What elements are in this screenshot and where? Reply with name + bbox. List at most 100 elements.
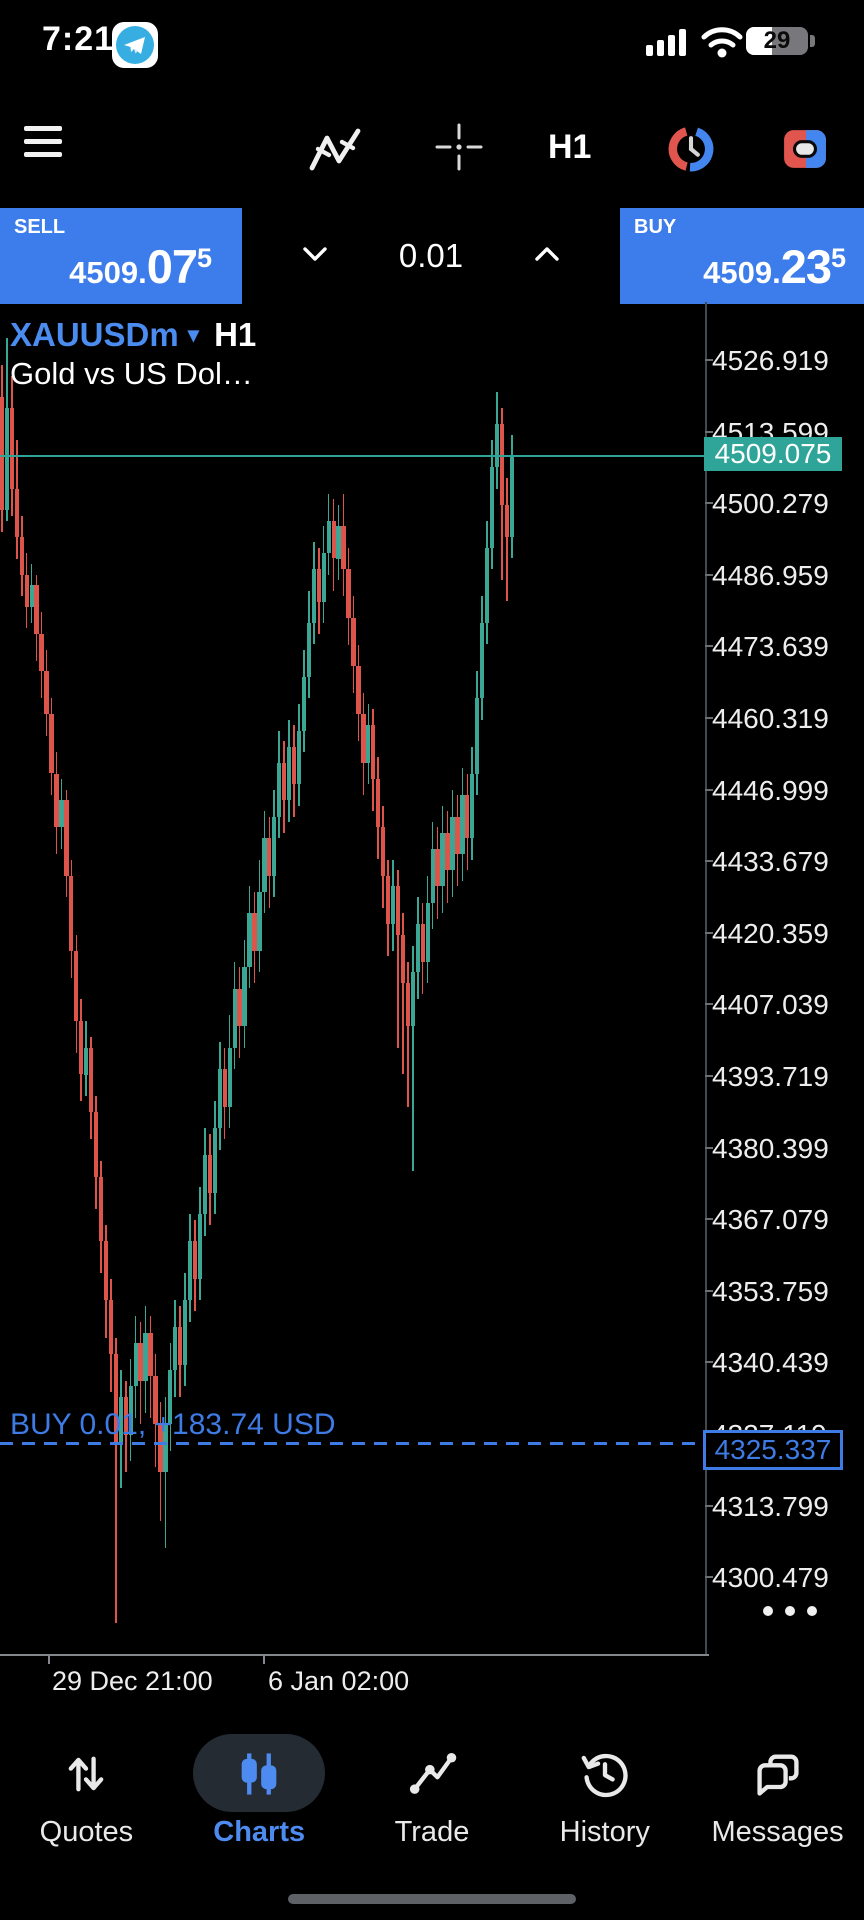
tab-messages[interactable]: Messages [691,1728,864,1868]
tab-charts[interactable]: Charts [173,1728,346,1868]
price-tick [705,359,713,361]
candle-body [93,1112,99,1177]
candle-body [29,585,34,607]
status-time: 7:21 [42,20,115,58]
candle-body [133,1343,138,1387]
buy-price: 4509. [703,255,781,290]
candle-body [509,455,515,537]
volume-stepper: 0.01 [242,208,620,304]
candle-body [168,1370,173,1424]
candle-body [74,950,79,1021]
candle-body [178,1327,183,1365]
candle-body [504,504,510,538]
candle-body [217,1069,222,1129]
sell-button[interactable]: SELL 4509. 07 5 [0,208,242,304]
candle-body [0,397,5,511]
chart-symbol-selector[interactable]: XAUUSDm ▾ H1 [10,316,256,354]
candle-body [499,424,505,505]
price-axis-label: 4300.479 [712,1562,829,1594]
sell-label: SELL [14,216,66,238]
price-axis-label: 4353.759 [712,1275,829,1307]
candle-body [64,800,69,876]
position-line [0,1442,706,1446]
candle-body [366,725,371,763]
candle-body [197,1214,203,1279]
clock-history-icon [579,1746,631,1802]
candle-body [163,1423,168,1473]
battery-percent: 29 [763,27,791,54]
time-tick [263,1656,265,1664]
home-indicator[interactable] [288,1894,576,1904]
candle-body [9,408,15,489]
candle-wick [115,1337,117,1623]
chart-type-icon[interactable] [308,124,362,177]
battery-icon: 29 [746,27,808,55]
candle-body [262,838,267,892]
dropdown-icon: ▾ [187,322,199,347]
price-tick [705,860,713,863]
candle-body [103,1241,109,1301]
candle-body [257,891,262,951]
price-axis-label: 4473.639 [712,631,829,663]
volume-decrease-button[interactable] [298,244,332,269]
candlestick-chart[interactable] [0,0,707,1920]
current-price-badge: 4509.075 [704,437,842,471]
price-axis-label: 4407.039 [712,989,829,1021]
candle-body [34,585,39,634]
trade-panel: SELL 4509. 07 5 0.01 BUY 4509. 23 5 [0,208,864,304]
candle-body [212,1128,218,1193]
buy-button[interactable]: BUY 4509. 23 5 [620,208,864,304]
candle-wick [412,945,414,1172]
candle-body [420,924,425,962]
tab-history[interactable]: History [518,1728,691,1868]
tab-trade[interactable]: Trade [346,1728,519,1868]
timeframe-button[interactable]: H1 [548,128,592,166]
volume-increase-button[interactable] [530,244,564,269]
chart-timeframe: H1 [214,316,257,353]
candle-body [123,1397,128,1435]
candle-body [242,967,247,1027]
candle-body [395,886,401,935]
price-tick [705,1003,713,1006]
candle-body [326,520,331,554]
candle-body [14,488,20,538]
volume-value[interactable]: 0.01 [398,237,464,274]
crosshair-icon[interactable] [434,122,484,177]
objects-icon[interactable] [782,128,828,175]
candle-body [316,569,321,602]
candle-body [445,832,450,871]
price-tick [705,1146,713,1149]
wifi-icon [700,26,744,63]
candle-body [311,569,317,624]
tab-label: Charts [213,1816,306,1848]
candle-body [494,424,500,468]
price-axis-label: 4526.919 [712,345,829,376]
arrows-up-down-icon [60,1746,112,1802]
position-label[interactable]: BUY 0.01, +183.74 USD [10,1407,336,1441]
candle-body [465,795,470,838]
candle-body [351,617,356,667]
tab-quotes[interactable]: Quotes [0,1728,173,1868]
candle-body [138,1343,143,1381]
candle-body [252,913,257,951]
candle-body [207,1155,213,1193]
candle-body [113,1354,119,1446]
candle-body [108,1300,114,1355]
symbol-name: XAUUSDm [10,316,179,353]
indicators-icon[interactable] [666,124,716,179]
price-axis-label: 4460.319 [712,703,829,734]
candle-body [301,676,307,731]
candle-body [98,1176,104,1242]
price-tick [705,1361,713,1364]
candle-body [291,746,297,785]
candle-body [405,983,411,1027]
candle-body [400,934,406,984]
candle-body [267,838,272,876]
tab-label: History [559,1816,650,1848]
price-axis-label: 4433.679 [712,846,829,878]
price-tick [705,931,713,934]
candle-body [460,795,465,855]
price-axis-label: 4340.439 [712,1347,829,1379]
price-axis-label: 4367.079 [712,1204,829,1236]
